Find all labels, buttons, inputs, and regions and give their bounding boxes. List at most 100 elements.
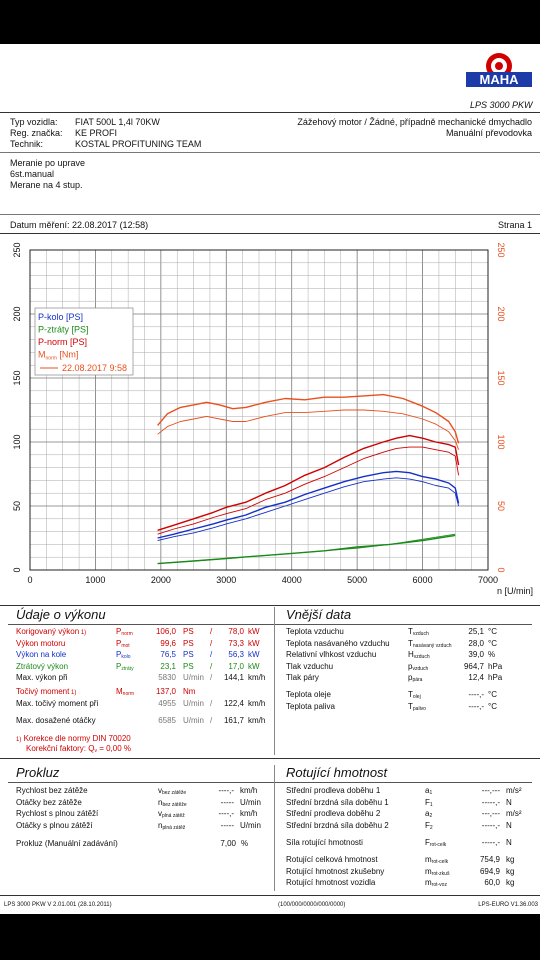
mass-row-symbol: a1 [425,786,432,798]
mass-row-value: -----,- [481,797,500,807]
mass-row-symbol: Frot-celk [425,838,446,850]
y2-tick-label: 100 [496,434,506,449]
series-line [157,470,460,539]
torque-at-label: Max. točivý moment při [16,699,99,708]
slip-row-symbol-sub: bez zátěže [162,790,187,796]
ambient-row-unit: °C [488,638,497,648]
report-sheet: MAHA LPS 3000 PKW Typ vozidla: FIAT 500L… [0,44,540,914]
section-title-slip: Prokluz [16,765,60,780]
torque-unit: Nm [183,687,196,696]
power-row-unit1: PS [183,638,194,648]
y2-tick-label: 50 [496,501,506,511]
ambient-row-symbol-letter: T [408,638,413,648]
ambient-row-value: 39,0 [468,650,484,659]
mass-row-symbol-sub: rot-voz [431,882,447,888]
power-torque-chart: 0 1000 2000 3000 4000 5000 6000 700005010015020… [12,242,533,596]
mass-row-symbol-sub: rot-celk [429,842,447,848]
mass-row-label: Střední prodleva doběhu 1 [286,786,381,795]
max-rpm-value: 6585 [158,716,176,725]
torque-at-rpm: 4955 [158,699,176,708]
power-row-value1: 99,6 [160,638,176,648]
mass-row-value: -----,- [481,820,500,830]
divider [8,624,532,625]
ambient-row-symbol: ppára [408,673,422,685]
x-tick-label: 3000 [216,575,236,585]
mass-row-unit: m/s² [506,786,522,795]
mass-row-label: Střední brzdná síla doběhu 1 [286,797,389,807]
slip-row-unit: km/h [240,809,258,818]
engine-type: Zážehový motor / Žádné, případně mechani… [297,117,532,127]
torque-at-unit1: U/min [183,699,204,708]
mass-row-symbol-letter: a [425,809,430,818]
max-rpm-speed: 161,7 [223,716,244,725]
power-row-symbol-sub: mot [121,642,130,649]
slip-row-symbol-letter: n [158,820,163,830]
x-tick-label: 0 [27,575,32,585]
ambient-row-unit: hPa [488,661,503,671]
power-row-value2: 78,0 [228,627,244,636]
correction-note: 1) Korekce dle normy DIN 70020 [16,734,131,744]
power-row-symbol-letter: P [116,650,122,659]
power-row-symbol: Pztráty [116,662,134,674]
mass-row-symbol: F1 [425,798,433,810]
torque-symbol: Mnorm [116,687,134,699]
power-row-value1: 106,0 [155,627,176,636]
mass-row-symbol-sub: rot-celk [431,859,449,865]
ambient-row-symbol-sub: vzduch [412,631,429,637]
divider [0,758,540,759]
max-rpm-label: Max. dosažené otáčky [16,716,96,725]
y-tick-label: 0 [12,567,22,572]
series-line [157,446,460,535]
mass-row-symbol-letter: a [425,786,430,795]
correction-factors: Korekční faktory: Qv = 0,00 % [26,744,131,756]
y-tick-label: 100 [12,434,22,449]
power-row-unit1: PS [183,650,194,659]
power-row-symbol-letter: P [116,627,122,636]
mass-row-label: Rotující hmotnost zkušebny [286,866,385,876]
type-label: Typ vozidla: [10,117,58,127]
ambient-row-symbol-letter: H [408,650,414,659]
power-row-symbol-sub: kolo [121,654,131,660]
legend-entry: Mnorm [Nm] [38,350,78,362]
ambient-row-symbol-letter: T [408,690,413,699]
slip-row-value: ----,- [218,809,234,818]
mass-row-symbol: a2 [425,809,432,821]
slip-row-symbol-letter: v [158,786,162,795]
power-row-symbol: Pmot [116,639,130,651]
power-row-symbol-sub: norm [121,631,133,637]
power-row-unit2: kW [248,638,260,648]
mass-row-label: Střední brzdná síla doběhu 2 [286,820,389,830]
power-row-unit1: PS [183,627,194,636]
power-row-symbol: Pnorm [116,627,133,639]
mass-row-value: ---,--- [481,809,500,818]
power-row-unit2: kW [248,650,260,659]
mass-row-label: Síla rotující hmotnosti [286,838,363,847]
y-tick-label: 50 [12,501,22,511]
mass-row-symbol-sub: 2 [429,813,433,819]
slip-row-symbol-letter: v [158,809,162,818]
ambient-row-label: Teplota paliva [286,701,335,711]
max-rpm-sep: / [210,716,213,725]
power-row-sep: / [210,638,213,648]
footer-version: LPS-EURO V1.36.003 [478,902,538,908]
ambient-row-value: 28,0 [468,638,484,648]
power-row-value2: 144,1 [223,673,244,682]
tech-label: Technik: [10,139,44,149]
slip-row-symbol-sub: plná zátěž [162,813,185,819]
torque-at-sep: / [210,699,213,708]
ambient-row-symbol-letter: T [408,627,413,636]
power-row-sep: / [210,650,213,659]
power-row-unit1: U/min [183,673,204,682]
power-row-unit2: kW [248,661,260,671]
power-row-value2: 56,3 [228,650,244,659]
ambient-row-value: 25,1 [468,627,484,636]
mass-row-symbol-sub: 2 [429,824,433,831]
torque-at-unit2: km/h [248,699,266,708]
ambient-row-symbol-letter: p [408,673,413,682]
legend-entry: P-norm [PS] [38,337,87,347]
type-value: FIAT 500L 1,4l 70KW [75,117,160,127]
slip-row-unit: km/h [240,786,258,795]
reg-label: Reg. značka: [10,128,63,138]
power-row-sep: / [210,661,213,671]
slip-row-symbol: vplná zátěž [158,809,185,821]
